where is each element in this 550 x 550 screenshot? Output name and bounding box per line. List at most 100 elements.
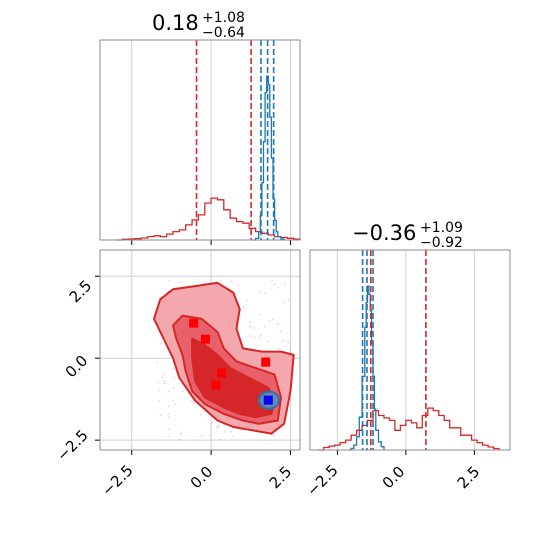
scatter-point [249, 325, 251, 328]
scatter-point [192, 401, 194, 403]
param2-title-plus: +1.09 [420, 220, 463, 236]
panel-border [99, 39, 301, 241]
scatter-point [230, 430, 232, 433]
scatter-point [271, 279, 273, 282]
scatter-point [160, 342, 162, 345]
red-square-marker [200, 334, 210, 344]
joint-xticks: −2.5 0.0 2.5 [98, 461, 295, 499]
density-contour-inner [191, 337, 276, 419]
red-square-marker [261, 357, 271, 367]
scatter-point [167, 428, 170, 430]
scatter-point [168, 405, 170, 408]
scatter-point [263, 292, 266, 294]
panel-border [309, 249, 511, 451]
scatter-point [254, 336, 256, 339]
scatter-point [163, 382, 165, 385]
scatter-point [240, 429, 242, 431]
scatter-point [249, 320, 252, 323]
scatter-point [259, 290, 261, 293]
scatter-point [287, 341, 290, 344]
scatter-point [287, 298, 290, 301]
scatter-point [163, 380, 166, 382]
scatter-point [180, 431, 182, 433]
scatter-point [264, 325, 266, 328]
scatter-point [172, 400, 174, 402]
marginal2-xtick-label: 2.5 [454, 463, 484, 493]
scatter-point [243, 306, 245, 308]
scatter-point [220, 280, 222, 282]
joint-ytick-label: −2.5 [53, 426, 91, 464]
histogram-series [115, 197, 301, 241]
scatter-point [209, 434, 212, 436]
scatter-point [161, 376, 163, 379]
scatter-point [230, 280, 233, 282]
scatter-point [223, 431, 226, 433]
scatter-point [168, 416, 170, 419]
scatter-point [218, 438, 221, 441]
param1-title-center: 0.18 [152, 11, 199, 35]
scatter-point [281, 339, 284, 342]
scatter-point [258, 313, 261, 316]
scatter-point [156, 361, 158, 363]
scatter-point [246, 299, 249, 302]
scatter-point [173, 387, 175, 389]
scatter-point [174, 403, 177, 405]
scatter-point [258, 336, 260, 339]
param2-title-minus: −0.92 [420, 235, 463, 251]
marginal-param1-panel [99, 39, 301, 245]
scatter-point [273, 283, 276, 286]
param1-title-minus: −0.64 [202, 25, 245, 41]
scatter-point [277, 287, 280, 289]
joint-panel [95, 249, 301, 455]
param1-title: 0.18 +1.08 −0.64 [152, 10, 245, 41]
red-square-marker [211, 380, 221, 390]
histogram-series [252, 75, 285, 241]
scatter-point [280, 330, 282, 333]
scatter-point [276, 323, 279, 325]
red-square-marker [189, 318, 199, 328]
scatter-point [272, 434, 275, 437]
scatter-point [158, 399, 160, 402]
scatter-point [157, 381, 159, 384]
scatter-point [211, 421, 214, 424]
scatter-point [173, 376, 175, 379]
scatter-point [272, 318, 274, 321]
scatter-point [168, 280, 171, 282]
scatter-point [167, 413, 170, 415]
scatter-point [159, 414, 162, 417]
scatter-point [269, 319, 271, 322]
scatter-point [282, 301, 285, 303]
blue-square-marker [263, 395, 273, 405]
scatter-point [179, 433, 181, 435]
panel-border [99, 249, 301, 451]
plot-area [310, 250, 510, 450]
scatter-point [201, 434, 204, 437]
joint-xtick-label: −2.5 [98, 461, 136, 499]
param1-title-plus: +1.08 [202, 10, 245, 26]
joint-yticks: 2.5 0.0 −2.5 [53, 277, 95, 465]
joint-ytick-label: 2.5 [66, 277, 96, 307]
scatter-point [179, 438, 181, 441]
scatter-point [199, 435, 201, 438]
scatter-point [284, 283, 287, 286]
joint-ytick-label: 0.0 [62, 352, 92, 382]
scatter-point [289, 350, 291, 352]
scatter-point [232, 435, 234, 438]
scatter-point [203, 282, 206, 284]
marginal-param2-panel [309, 249, 511, 455]
joint-xtick-label: 2.5 [266, 463, 296, 493]
scatter-point [216, 425, 219, 428]
histogram-series [318, 407, 500, 451]
scatter-point [181, 390, 184, 393]
scatter-point [236, 284, 239, 286]
scatter-point [200, 413, 202, 416]
scatter-point [278, 348, 280, 350]
red-square-marker [217, 368, 227, 378]
histogram-series [348, 285, 385, 451]
scatter-point [217, 424, 220, 427]
scatter-point [179, 281, 182, 283]
plot-area [100, 40, 300, 240]
scatter-point [167, 435, 170, 438]
scatter-point [172, 367, 175, 370]
